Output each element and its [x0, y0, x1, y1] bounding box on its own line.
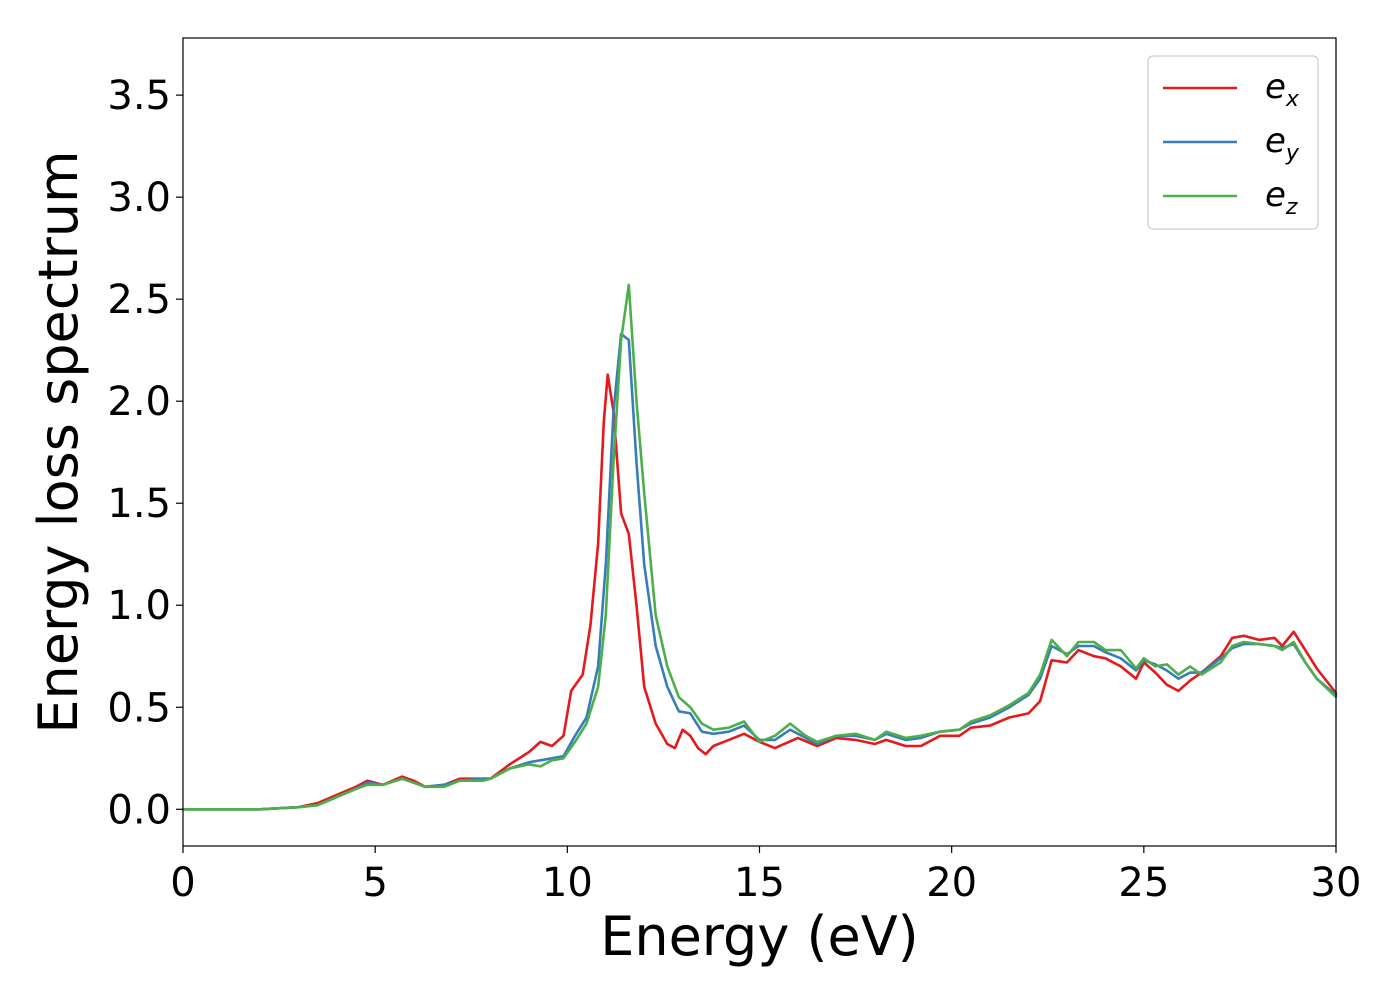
series-line-y [181, 332, 1338, 811]
legend-label-y: ey [1265, 121, 1300, 166]
y-tick-label: 3.5 [107, 73, 171, 119]
x-tick-label: 10 [542, 860, 593, 906]
y-tick-label: 0.0 [107, 787, 171, 833]
x-tick-label: 25 [1118, 860, 1169, 906]
legend-label-z: ez [1265, 175, 1298, 220]
y-tick-label: 1.5 [107, 481, 171, 527]
plot-background [183, 38, 1336, 846]
x-axis-ticks: 0 5 10 15 20 25 30 [170, 846, 1361, 906]
x-tick-label: 0 [170, 860, 195, 906]
y-axis-ticks: 0.0 0.5 1.0 1.5 2.0 2.5 3.0 3.5 [107, 73, 183, 833]
legend: ex ey ez [1147, 55, 1319, 230]
legend-label-x: ex [1265, 67, 1300, 112]
x-tick-label: 30 [1311, 860, 1362, 906]
series-lines [181, 283, 1338, 811]
x-tick-label: 20 [926, 860, 977, 906]
x-tick-label: 15 [734, 860, 785, 906]
y-tick-label: 0.5 [107, 685, 171, 731]
y-tick-label: 3.0 [107, 175, 171, 221]
x-tick-label: 5 [362, 860, 387, 906]
y-tick-label: 2.0 [107, 379, 171, 425]
y-tick-label: 1.0 [107, 583, 171, 629]
series-line-z [181, 283, 1338, 811]
y-axis-title: Energy loss spectrum [27, 150, 90, 733]
y-tick-label: 2.5 [107, 277, 171, 323]
x-axis-title: Energy (eV) [600, 905, 919, 968]
